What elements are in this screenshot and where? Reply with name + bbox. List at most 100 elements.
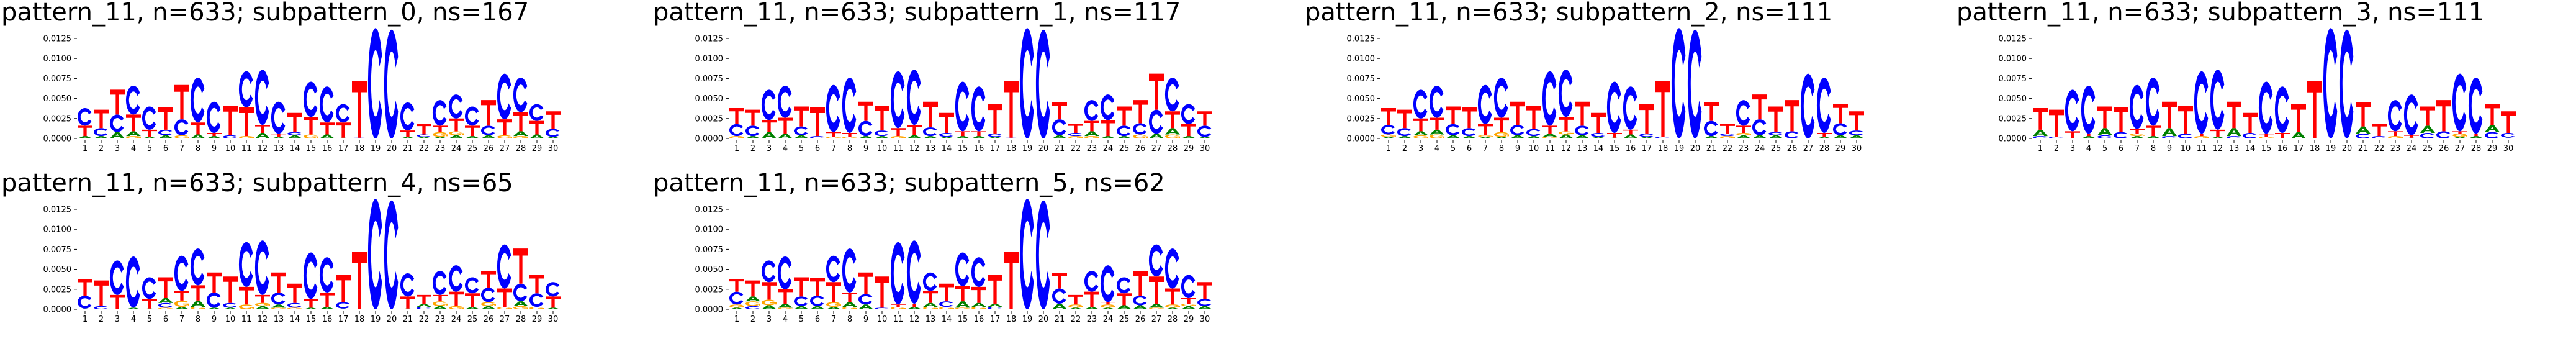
logo-letter-C <box>987 134 1002 137</box>
x-tick-label: 14 <box>942 315 952 324</box>
logo-letter-T <box>239 107 254 137</box>
logo-letter-G <box>842 307 857 309</box>
logo-position-20 <box>1035 29 1050 138</box>
logo-position-18 <box>352 252 367 309</box>
logo-position-23 <box>432 100 448 138</box>
x-tick-label: 13 <box>274 315 284 324</box>
y-tick-label: 0.0075 <box>1347 75 1376 84</box>
x-tick-label: 15 <box>958 144 968 153</box>
logo-letter-C <box>1719 134 1734 137</box>
logo-letter-C <box>939 132 953 137</box>
logo-position-3 <box>761 260 777 309</box>
logo-letter-T <box>1133 100 1148 124</box>
logo-letter-C <box>2177 134 2192 138</box>
logo-letter-C <box>745 125 760 137</box>
logo-letter-A <box>939 137 954 138</box>
logo-position-14 <box>1590 112 1606 138</box>
logo-letter-A <box>1833 135 1848 139</box>
logo-letter-A <box>191 134 205 138</box>
x-tick-label: 28 <box>516 315 526 324</box>
logo-letter-A <box>546 307 561 309</box>
logo-position-9 <box>206 272 222 309</box>
logo-letter-C <box>1542 71 1557 126</box>
logo-position-29 <box>2484 104 2500 138</box>
logo-letter-A <box>1149 303 1164 308</box>
logo-position-1 <box>729 108 744 138</box>
y-tick-label: 0.0050 <box>43 265 72 275</box>
panel-title: pattern_11, n=633; subpattern_0, ns=167 <box>1 0 529 27</box>
logo-position-11 <box>238 242 254 309</box>
logo-position-11 <box>238 71 254 138</box>
logo-letter-T <box>529 275 544 294</box>
logo-letter-T <box>762 282 777 300</box>
logo-letter-G <box>480 302 496 306</box>
logo-letter-A <box>207 307 222 309</box>
logo-letter-C <box>922 272 937 291</box>
logo-letter-T <box>271 134 286 137</box>
logo-letter-A <box>794 306 809 309</box>
logo-letter-A <box>2130 136 2145 138</box>
x-tick-label: 25 <box>1119 315 1130 324</box>
x-tick-label: 11 <box>241 144 252 153</box>
y-tick-label: 0.0025 <box>1999 114 2027 124</box>
logo-position-10 <box>874 276 889 309</box>
logo-letter-C <box>1526 129 1541 137</box>
logo-letter-G <box>238 304 254 309</box>
logo-letter-T <box>1149 73 1164 110</box>
logo-letter-T <box>174 84 189 120</box>
x-tick-label: 4 <box>783 315 788 324</box>
logo-letter-C <box>2452 73 2467 132</box>
logo-letter-A <box>858 304 873 309</box>
logo-position-3 <box>2065 89 2080 138</box>
x-tick-label: 5 <box>1451 144 1456 153</box>
logo-position-17 <box>987 104 1002 138</box>
x-tick-label: 29 <box>532 315 543 324</box>
logo-letter-T <box>1397 109 1412 129</box>
logo-letter-T <box>191 122 205 135</box>
logo-letter-C <box>287 132 302 135</box>
logo-letter-C <box>761 260 776 283</box>
logo-position-5 <box>2097 106 2112 139</box>
logo-letter-G <box>729 304 744 308</box>
logo-position-22 <box>416 294 431 309</box>
x-tick-label: 10 <box>2181 144 2191 153</box>
logo-letter-A <box>826 307 841 309</box>
logo-letter-A <box>794 135 809 139</box>
logo-letter-G <box>1558 131 1574 135</box>
logo-letter-T <box>2420 106 2435 126</box>
logo-letter-G <box>971 307 986 309</box>
logo-position-26 <box>480 271 496 309</box>
logo-letter-T <box>907 303 922 307</box>
logo-position-14 <box>939 283 954 309</box>
logo-letter-G <box>1148 307 1164 309</box>
logo-letter-T <box>875 276 889 308</box>
logo-panel-subpattern-2: pattern_11, n=633; subpattern_2, ns=111 … <box>1304 0 1955 171</box>
logo-letter-T <box>1720 124 1735 134</box>
x-tick-label: 23 <box>2390 144 2401 153</box>
x-tick-label: 29 <box>1184 315 1194 324</box>
logo-letter-T <box>1591 112 1606 133</box>
logo-letter-A <box>158 297 173 303</box>
logo-letter-T <box>320 122 335 135</box>
y-tick-label: 0.0125 <box>43 206 72 215</box>
x-tick-label: 4 <box>783 144 788 153</box>
logo-letter-A <box>1736 135 1751 139</box>
logo-panel-subpattern-4: pattern_11, n=633; subpattern_4, ns=65 0… <box>0 169 652 342</box>
logo-position-17 <box>987 275 1002 309</box>
x-tick-label: 6 <box>2119 144 2123 153</box>
logo-letter-T <box>2469 134 2484 137</box>
x-tick-label: 22 <box>419 315 430 324</box>
logo-letter-A <box>2210 137 2225 138</box>
logo-letter-T <box>1133 271 1148 296</box>
logo-letter-T <box>762 120 777 132</box>
logo-letter-C <box>448 94 463 119</box>
logo-letter-G <box>529 307 544 309</box>
x-tick-label: 30 <box>1200 144 1210 153</box>
logo-letter-T <box>78 125 92 137</box>
logo-letter-G <box>303 134 318 138</box>
x-tick-label: 25 <box>1119 144 1130 153</box>
logo-position-10 <box>222 276 238 309</box>
x-tick-label: 22 <box>2374 144 2385 153</box>
logo-letter-T <box>1101 120 1115 137</box>
logo-letter-G <box>2129 134 2145 137</box>
